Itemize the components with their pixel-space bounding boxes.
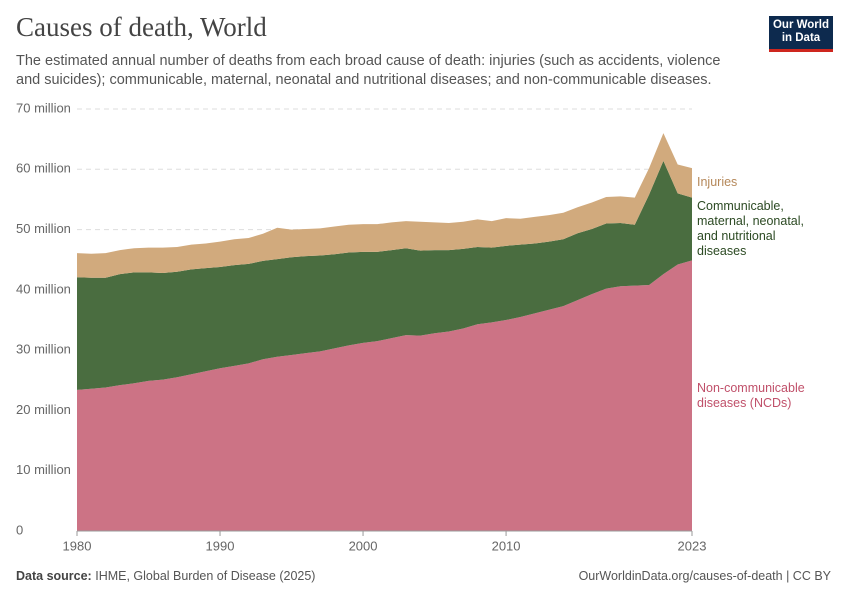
y-tick-label: 30 million xyxy=(16,342,71,357)
y-tick-label: 70 million xyxy=(16,100,71,115)
chart-subtitle: The estimated annual number of deaths fr… xyxy=(16,53,721,88)
x-tick-label: 2000 xyxy=(349,538,378,553)
x-tick-label: 1980 xyxy=(63,538,92,553)
area xyxy=(77,260,692,531)
y-tick-label: 20 million xyxy=(16,402,71,417)
x-tick-label: 2023 xyxy=(678,538,707,553)
logo[interactable]: Our World in Data xyxy=(769,16,833,52)
x-tick-label: 1990 xyxy=(206,538,235,553)
source: Data source: IHME, Global Burden of Dise… xyxy=(16,569,315,583)
legend-label[interactable]: Non-communicable diseases (NCDs) xyxy=(697,380,805,410)
legend-label[interactable]: Injuries xyxy=(697,175,738,190)
source-text: IHME, Global Burden of Disease (2025) xyxy=(95,569,316,583)
y-tick-label: 10 million xyxy=(16,462,71,477)
area xyxy=(77,160,692,390)
legend-label[interactable]: Communicable, maternal, neonatal, and nu… xyxy=(697,198,805,258)
x-tick-label: 2010 xyxy=(492,538,521,553)
y-tick-label: 60 million xyxy=(16,161,71,176)
y-tick-label: 50 million xyxy=(16,221,71,236)
y-tick-label: 0 xyxy=(16,522,23,537)
chart-title: Causes of death, World xyxy=(16,12,267,42)
area xyxy=(77,133,692,278)
source-label: Data source: xyxy=(16,569,92,583)
y-tick-label: 40 million xyxy=(16,281,71,296)
source-url[interactable]: OurWorldinData.org/causes-of-death | CC … xyxy=(578,569,831,583)
